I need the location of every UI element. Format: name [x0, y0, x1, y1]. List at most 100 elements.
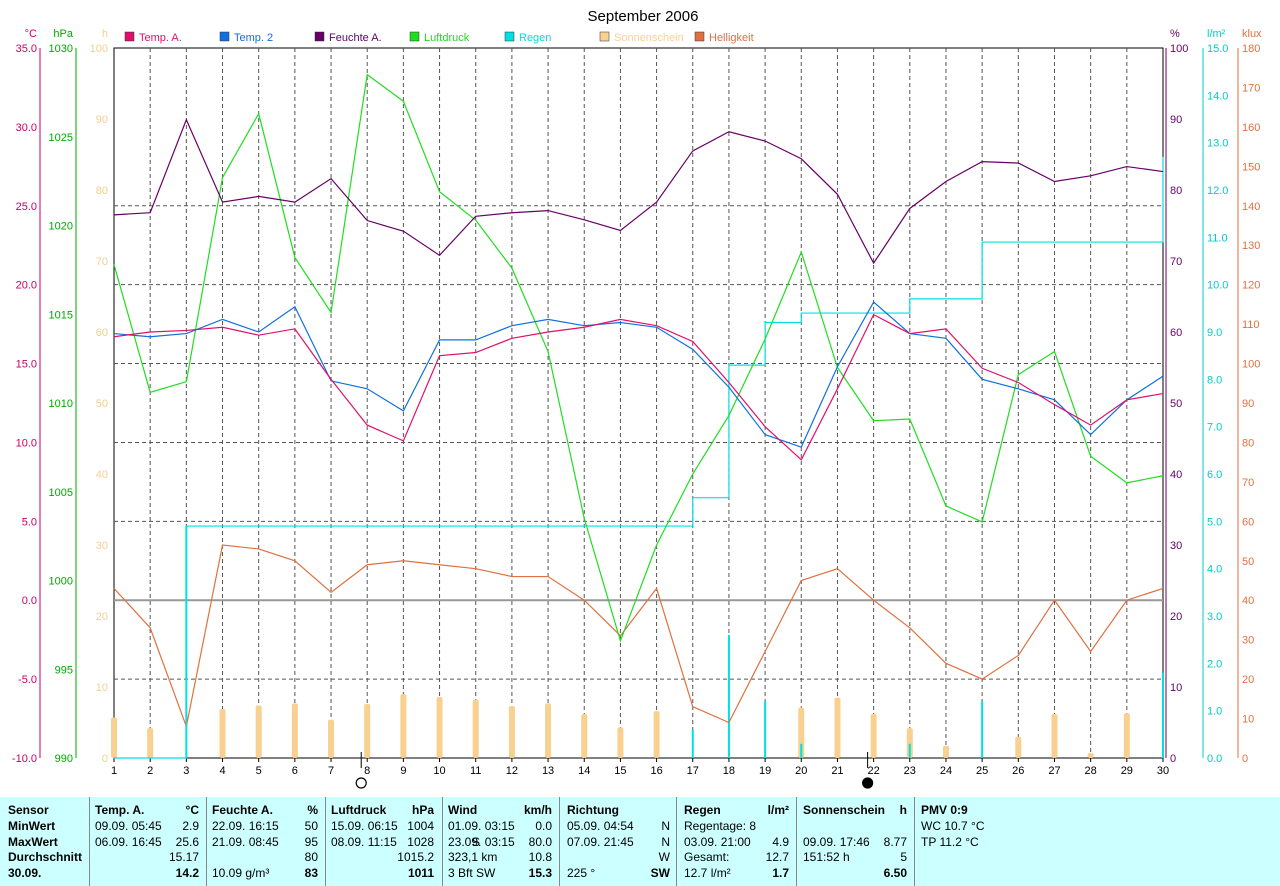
- temp-axis-tick: 25.0: [16, 201, 37, 213]
- regen-row-value: 12.7: [765, 850, 789, 864]
- legend-label: Sonnenschein: [614, 32, 684, 44]
- sonne-header: Sonnenschein: [803, 803, 886, 817]
- percent-axis-tick: 20: [1170, 611, 1182, 623]
- sunshine-bar: [508, 706, 515, 758]
- series-line-helligkeit: [113, 544, 1164, 729]
- footer-divider: [206, 797, 207, 886]
- sunshine-bar: [617, 727, 624, 758]
- rain-axis-tick: 7.0: [1207, 422, 1222, 434]
- temp-axis-tick: -5.0: [18, 674, 37, 686]
- klux-axis-tick: 130: [1242, 240, 1260, 252]
- x-tick-label: 24: [940, 765, 952, 777]
- footer-divider: [796, 797, 797, 886]
- hours-axis-tick: 60: [96, 327, 108, 339]
- x-tick-label: 27: [1048, 765, 1060, 777]
- temp-axis-tick: 0.0: [22, 595, 37, 607]
- series-line-regen: [114, 156, 1164, 759]
- luftdruck-row-value: 1015.2: [397, 850, 434, 864]
- moon-phase-markers: [355, 752, 874, 789]
- x-tick-label: 2: [147, 765, 153, 777]
- full-moon-icon: [355, 777, 367, 789]
- new-moon-icon: [862, 777, 874, 789]
- chart-bars: [111, 526, 1164, 758]
- percent-axis-tick: 0: [1170, 753, 1176, 765]
- x-tick-label: 23: [904, 765, 916, 777]
- klux-axis-tick: 60: [1242, 516, 1254, 528]
- klux-axis-tick: 90: [1242, 398, 1254, 410]
- richtung-row-text: 07.09. 21:45: [567, 835, 634, 849]
- pressure-axis-tick: 1010: [49, 398, 73, 410]
- wind-unit: km/h: [523, 803, 552, 817]
- sunshine-bar: [1015, 736, 1022, 758]
- hours-axis-tick: 90: [96, 114, 108, 126]
- klux-axis-tick: 170: [1242, 82, 1260, 94]
- series-line-temp-2: [113, 301, 1164, 448]
- wind-row-value: 10.8: [528, 850, 552, 864]
- sonne-row-value: 6.50: [883, 866, 907, 880]
- sunshine-bar: [472, 699, 479, 758]
- luftdruck-row-text: 15.09. 06:15: [331, 819, 398, 833]
- legend-swatch: [599, 31, 610, 42]
- klux-axis-tick: 100: [1242, 359, 1260, 371]
- klux-axis-tick: 40: [1242, 595, 1254, 607]
- klux-axis-tick: 10: [1242, 714, 1254, 726]
- luftdruck-row-value: 1028: [407, 835, 434, 849]
- x-tick-label: 30: [1157, 765, 1169, 777]
- daily-rain-bar: [800, 743, 803, 758]
- sensor-row-label: Durchschnitt: [8, 850, 83, 864]
- sonne-row-text: 151:52 h: [803, 850, 850, 864]
- sunshine-bar: [653, 711, 660, 758]
- legend-label: Temp. 2: [234, 32, 273, 44]
- percent-axis-tick: 40: [1170, 469, 1182, 481]
- x-tick-label: 16: [650, 765, 662, 777]
- sensor-header: Sensor: [8, 803, 49, 817]
- sunshine-bar: [111, 717, 117, 758]
- wind-row-text: 323,1 km: [448, 850, 498, 864]
- rain-axis-tick: 12.0: [1207, 185, 1228, 197]
- sunshine-bar: [834, 697, 841, 758]
- hours-axis-tick: 70: [96, 256, 108, 268]
- x-tick-label: 15: [614, 765, 626, 777]
- rain-axis-tick: 14.0: [1207, 90, 1228, 102]
- legend-swatch: [314, 31, 325, 42]
- legend-label: Regen: [519, 32, 551, 44]
- percent-axis-tick: 80: [1170, 185, 1182, 197]
- temp-axis-unit: °C: [25, 28, 37, 40]
- richtung-row-value: N: [661, 819, 670, 833]
- feuchte-header: Feuchte A.: [212, 803, 273, 817]
- hours-axis-tick: 80: [96, 185, 108, 197]
- sunshine-bar: [870, 713, 877, 758]
- temp-axis-tick: 10.0: [16, 437, 37, 449]
- footer-divider: [325, 797, 326, 886]
- sunshine-bar: [147, 728, 154, 758]
- richtung-row-text: 225 °: [567, 866, 596, 880]
- richtung-row-value: N: [661, 835, 670, 849]
- klux-axis-tick: 120: [1242, 280, 1260, 292]
- richtung-row-text: 05.09. 04:54: [567, 819, 634, 833]
- luftdruck-row-text: 08.09. 11:15: [331, 835, 397, 849]
- pressure-axis-tick: 1025: [49, 132, 73, 144]
- rain-axis-tick: 4.0: [1207, 564, 1222, 576]
- sonne-row-value: 5: [900, 850, 907, 864]
- percent-axis-tick: 100: [1170, 43, 1188, 55]
- rain-axis-tick: 8.0: [1207, 374, 1222, 386]
- temp-axis-tick: -10.0: [12, 753, 37, 765]
- pressure-axis-tick: 1000: [49, 576, 73, 588]
- klux-axis-tick: 30: [1242, 635, 1254, 647]
- rain-axis-unit: l/m²: [1207, 28, 1226, 40]
- rain-axis-tick: 15.0: [1207, 43, 1228, 55]
- temp-row-value: 15.17: [168, 850, 199, 864]
- wind-row-value: 80.0: [528, 835, 552, 849]
- footer-divider: [559, 797, 560, 886]
- x-tick-label: 25: [976, 765, 988, 777]
- footer-divider: [676, 797, 677, 886]
- hours-axis-unit: h: [102, 28, 108, 40]
- rain-axis-tick: 0.0: [1207, 753, 1222, 765]
- statistics-footer: Sensor MinWert MaxWert Durchschnitt 30.09. Te…: [0, 797, 1280, 886]
- daily-rain-bar: [981, 701, 984, 758]
- weather-chart: September 2006 Temp. A. Temp. 2 Feuchte A.…: [12, 8, 1262, 789]
- legend-swatch: [219, 31, 230, 42]
- temp-unit: °C: [185, 803, 199, 817]
- regen-row-text: 03.09. 21:00: [684, 835, 751, 849]
- temp-header: Temp. A.: [95, 803, 145, 817]
